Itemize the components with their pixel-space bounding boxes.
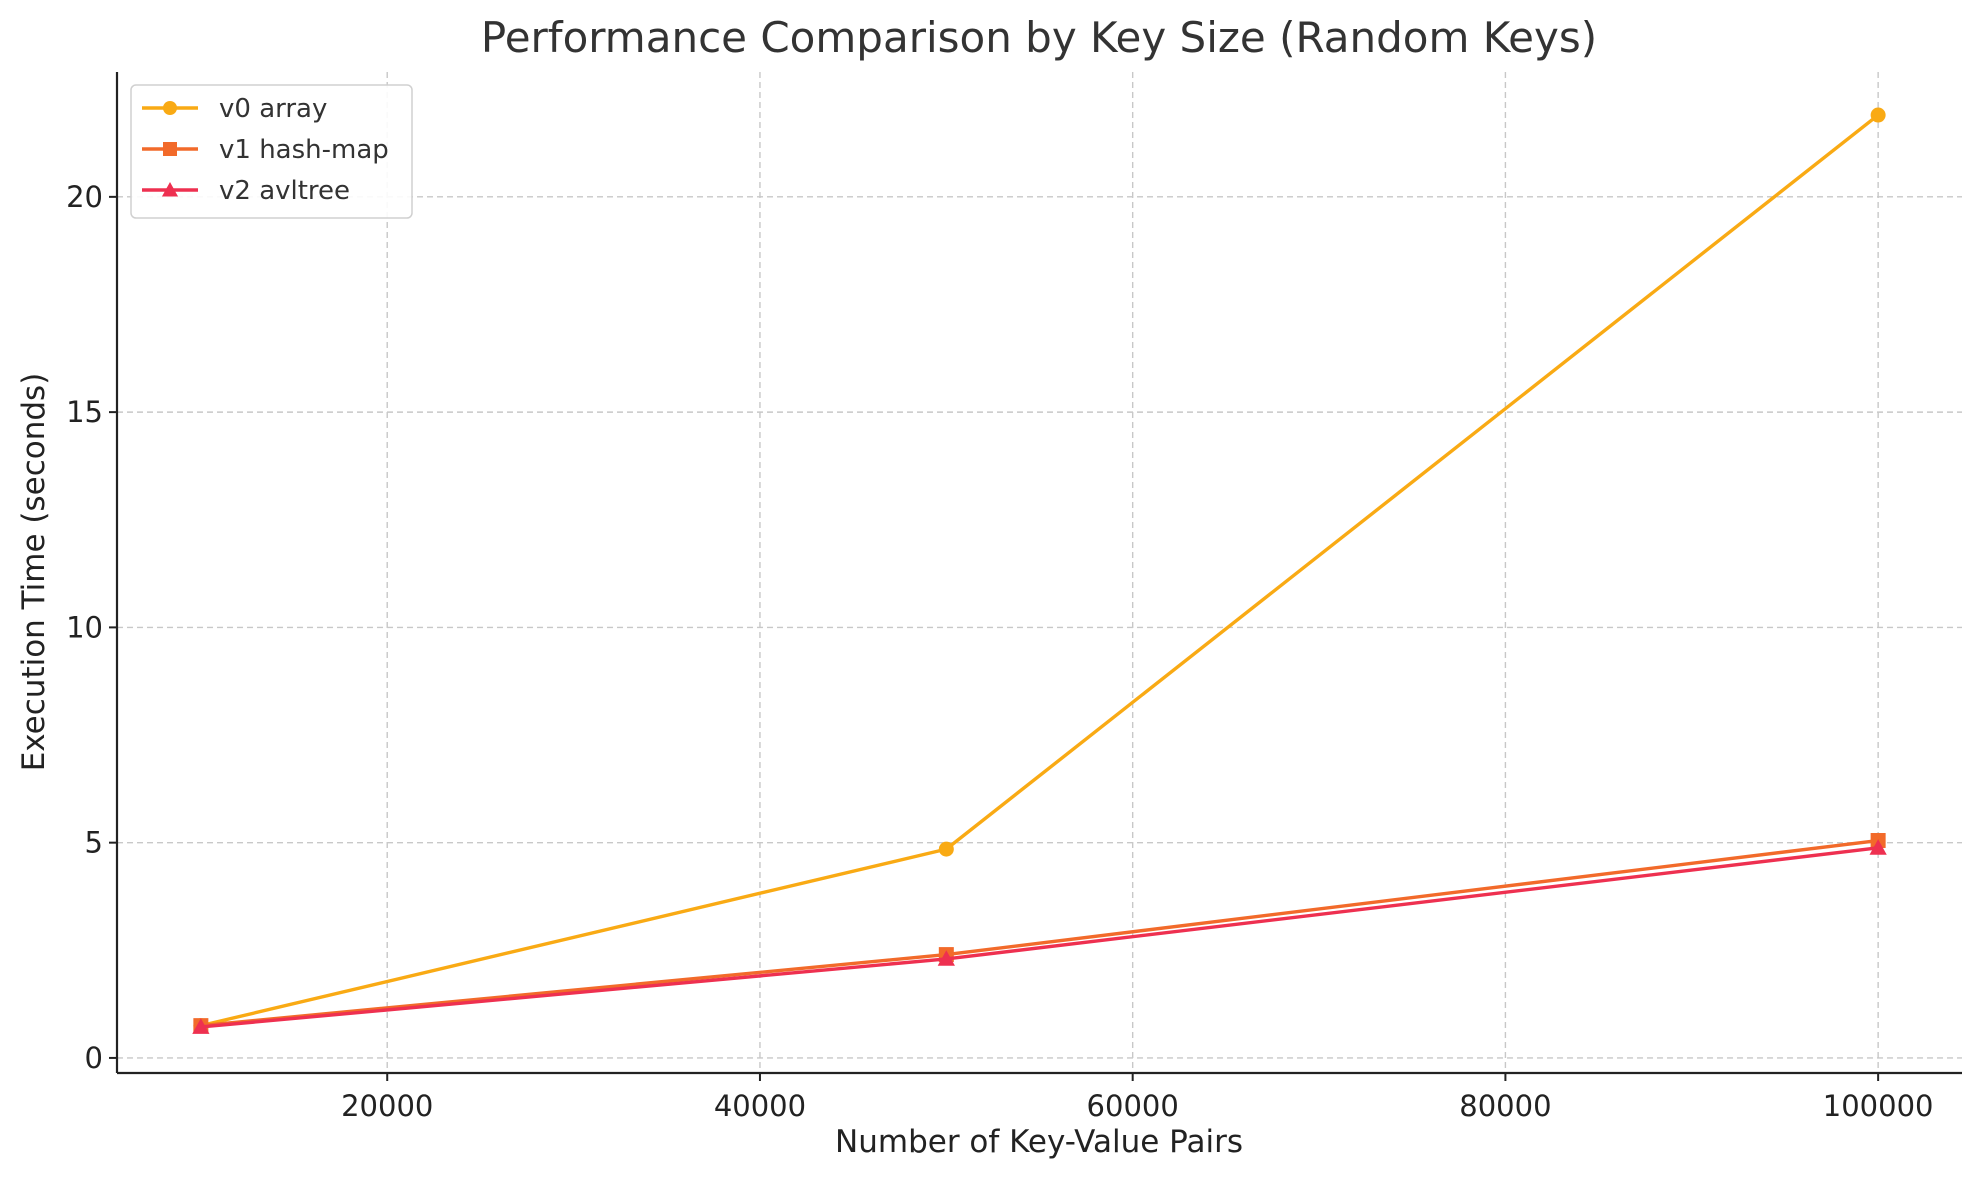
tick-labels: 20000 40000 60000 80000 100000 0 5 10 15 20	[66, 180, 1933, 1123]
x-tick-label: 20000	[341, 1089, 433, 1123]
x-tick-label: 40000	[714, 1089, 806, 1123]
grid-lines	[117, 72, 1962, 1073]
legend-swatch-marker	[163, 101, 177, 115]
legend-label: v1 hash-map	[219, 135, 389, 165]
chart-title: Performance Comparison by Key Size (Rand…	[481, 13, 1597, 62]
legend-swatch-marker	[163, 142, 177, 156]
legend-item-v0-array: v0 array	[142, 94, 327, 124]
x-tick-label: 60000	[1087, 1089, 1179, 1123]
x-tick-label: 80000	[1459, 1089, 1551, 1123]
y-axis-label: Execution Time (seconds)	[16, 373, 52, 772]
x-tick-label: 100000	[1823, 1089, 1934, 1123]
series-line-v1-hash-map	[200, 838, 1879, 1028]
legend-swatch-marker	[161, 181, 179, 197]
legend-box	[130, 84, 413, 219]
data-point-v2-avltree	[937, 950, 955, 966]
data-point-v0-array	[938, 841, 954, 857]
x-axis-label: Number of Key-Value Pairs	[835, 1124, 1243, 1160]
y-tick-label: 10	[66, 610, 103, 644]
y-tick-label: 15	[66, 395, 103, 429]
series-lines	[192, 107, 1887, 1034]
data-point-v2-avltree	[1869, 839, 1887, 855]
y-tick-label: 0	[85, 1041, 103, 1075]
y-tick-label: 5	[85, 826, 103, 860]
series-line-v0-array	[200, 113, 1880, 1028]
y-tick-label: 20	[66, 180, 103, 214]
series-v0-array	[193, 107, 1886, 1034]
legend-item-v2-avltree: v2 avltree	[142, 176, 350, 206]
legend-item-v1-hash-map: v1 hash-map	[142, 135, 389, 165]
legend-label: v0 array	[219, 94, 327, 124]
legend: v0 array v1 hash-map v2 avltree	[130, 84, 413, 219]
data-point-v2-avltree	[192, 1018, 210, 1034]
series-v2-avltree	[192, 839, 1887, 1034]
data-point-v0-array	[1870, 107, 1886, 123]
legend-label: v2 avltree	[219, 176, 350, 206]
axes	[115, 72, 1962, 1075]
